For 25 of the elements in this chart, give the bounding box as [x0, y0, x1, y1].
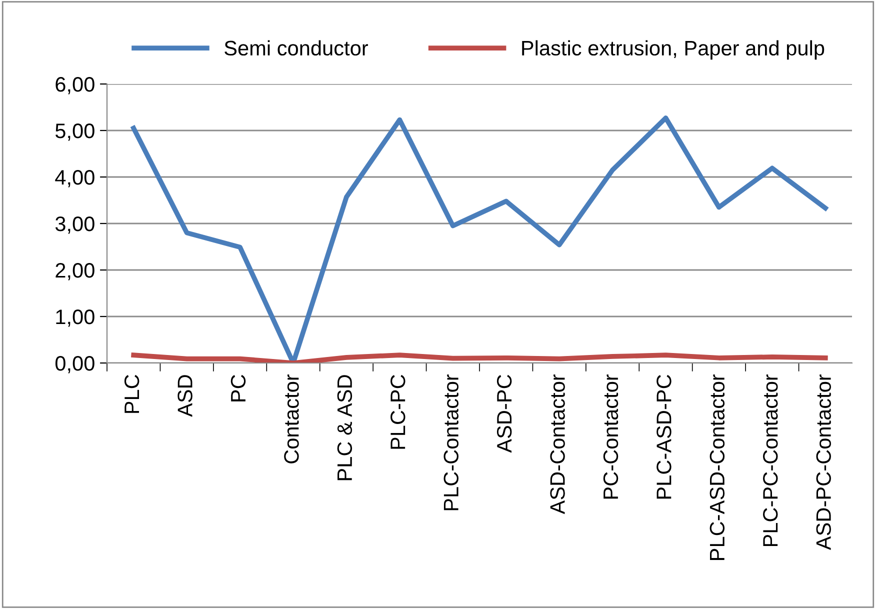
y-tick-label: 3,00 — [55, 216, 94, 234]
x-tick-label: PLC-ASD-Contactor — [710, 374, 725, 560]
x-tick-label: PLC & ASD — [337, 375, 352, 480]
y-tick-label: 0,00 — [55, 356, 94, 374]
x-tick-label: Contactor — [284, 374, 299, 464]
x-tick-label: PLC — [124, 374, 140, 413]
y-tick-label: 4,00 — [55, 170, 94, 188]
x-tick-label: PC — [230, 374, 246, 402]
x-tick-label: ASD — [178, 375, 192, 417]
x-tick-label: PC-Contactor — [603, 374, 618, 499]
x-tick-label: ASD-Contactor — [550, 374, 565, 514]
legend-label: Plastic extrusion, Paper and pulp — [522, 40, 824, 60]
x-tick-label: PLC-PC — [390, 374, 406, 449]
y-tick-label: 6,00 — [56, 77, 94, 94]
y-tick-label: 1,00 — [56, 310, 94, 327]
x-tick-label: PLC-PC-Contactor — [763, 374, 778, 546]
x-tick-label: ASD-PC — [496, 374, 512, 453]
line-series — [131, 352, 828, 363]
x-tick-label: ASD-PC-Contactor — [816, 374, 831, 550]
x-tick-label: PLC-ASD-PC — [656, 374, 672, 499]
y-tick-label: 5,00 — [55, 124, 94, 141]
x-tick-label: PLC-Contactor — [444, 374, 458, 510]
legend-label: Semi conductor — [224, 40, 368, 56]
line-series — [131, 116, 828, 363]
y-tick-label: 2,00 — [56, 263, 94, 280]
